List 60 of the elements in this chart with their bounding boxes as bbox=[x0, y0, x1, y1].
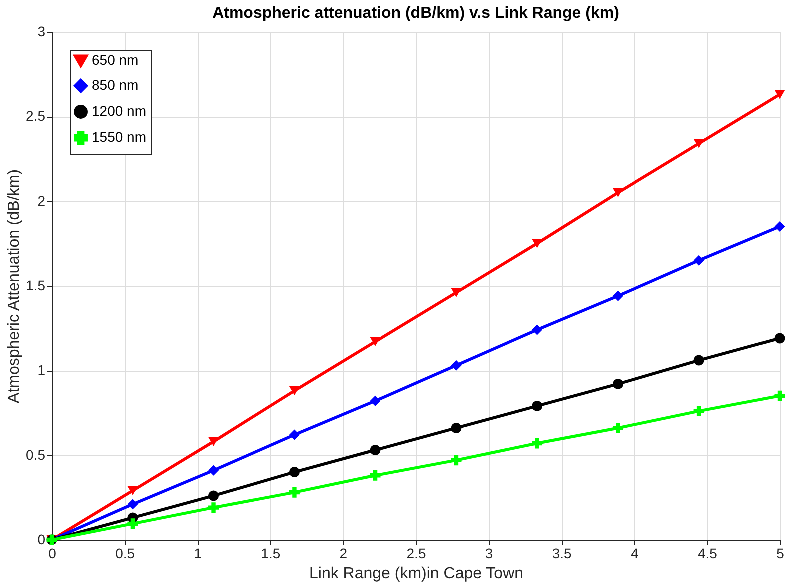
point bbox=[774, 221, 786, 232]
x-tick-label: 0 bbox=[48, 546, 57, 562]
point bbox=[694, 406, 704, 417]
chart-title: Atmospheric attenuation (dB/km) v.s Link Range (km) bbox=[212, 5, 620, 22]
point bbox=[612, 422, 624, 434]
legend-label: 1200 nm bbox=[92, 103, 146, 119]
x-tick-label: 0.5 bbox=[116, 546, 136, 562]
point bbox=[774, 90, 786, 100]
point bbox=[128, 499, 138, 510]
x-tick-label: 1 bbox=[194, 546, 202, 562]
x-tick-label: 2.5 bbox=[406, 546, 426, 562]
point bbox=[370, 445, 381, 456]
x-tick-label: 4.5 bbox=[698, 546, 718, 562]
point bbox=[208, 502, 220, 514]
point bbox=[612, 290, 624, 302]
point bbox=[208, 490, 220, 502]
point bbox=[612, 188, 624, 198]
legend-label: 1550 nm bbox=[92, 129, 146, 145]
x-axis-title: Link Range (km)in Cape Town bbox=[309, 566, 524, 582]
legend-label: 850 nm bbox=[92, 77, 139, 93]
point bbox=[532, 438, 543, 449]
point bbox=[532, 239, 543, 248]
point bbox=[128, 486, 138, 496]
point bbox=[208, 437, 220, 446]
point bbox=[289, 430, 300, 440]
y-tick-label: 2.5 bbox=[26, 108, 46, 124]
y-tick-label: 0 bbox=[38, 532, 46, 548]
point bbox=[774, 390, 786, 402]
point bbox=[289, 487, 300, 498]
point bbox=[532, 324, 543, 336]
point bbox=[774, 333, 786, 344]
y-axis-title: Atmospheric Attenuation (dB/km) bbox=[6, 170, 24, 404]
point bbox=[370, 470, 381, 481]
y-tick-label: 2 bbox=[38, 192, 46, 209]
point bbox=[451, 360, 462, 371]
point bbox=[370, 396, 381, 406]
point bbox=[694, 139, 704, 148]
x-tick-label: 4 bbox=[631, 546, 639, 562]
y-tick-label: 3 bbox=[38, 24, 46, 40]
point bbox=[451, 423, 462, 434]
point bbox=[532, 400, 543, 412]
y-tick-label: 1.5 bbox=[26, 278, 46, 294]
point bbox=[612, 378, 624, 390]
y-tick-label: 1 bbox=[38, 362, 46, 378]
point bbox=[370, 337, 381, 346]
x-tick-label: 5 bbox=[776, 546, 785, 562]
point bbox=[128, 518, 138, 530]
y-tick-label: 0.5 bbox=[26, 446, 46, 463]
point bbox=[694, 255, 704, 266]
point bbox=[451, 455, 462, 466]
x-tick-label: 1.5 bbox=[261, 546, 281, 562]
x-tick-label: 3 bbox=[485, 546, 494, 562]
point bbox=[289, 467, 300, 478]
point bbox=[694, 355, 704, 366]
x-tick-label: 2 bbox=[340, 546, 348, 562]
point bbox=[451, 288, 462, 298]
point bbox=[208, 465, 220, 476]
x-tick-label: 3.5 bbox=[552, 546, 572, 562]
point bbox=[289, 386, 300, 396]
legend-label: 650 nm bbox=[92, 52, 139, 68]
